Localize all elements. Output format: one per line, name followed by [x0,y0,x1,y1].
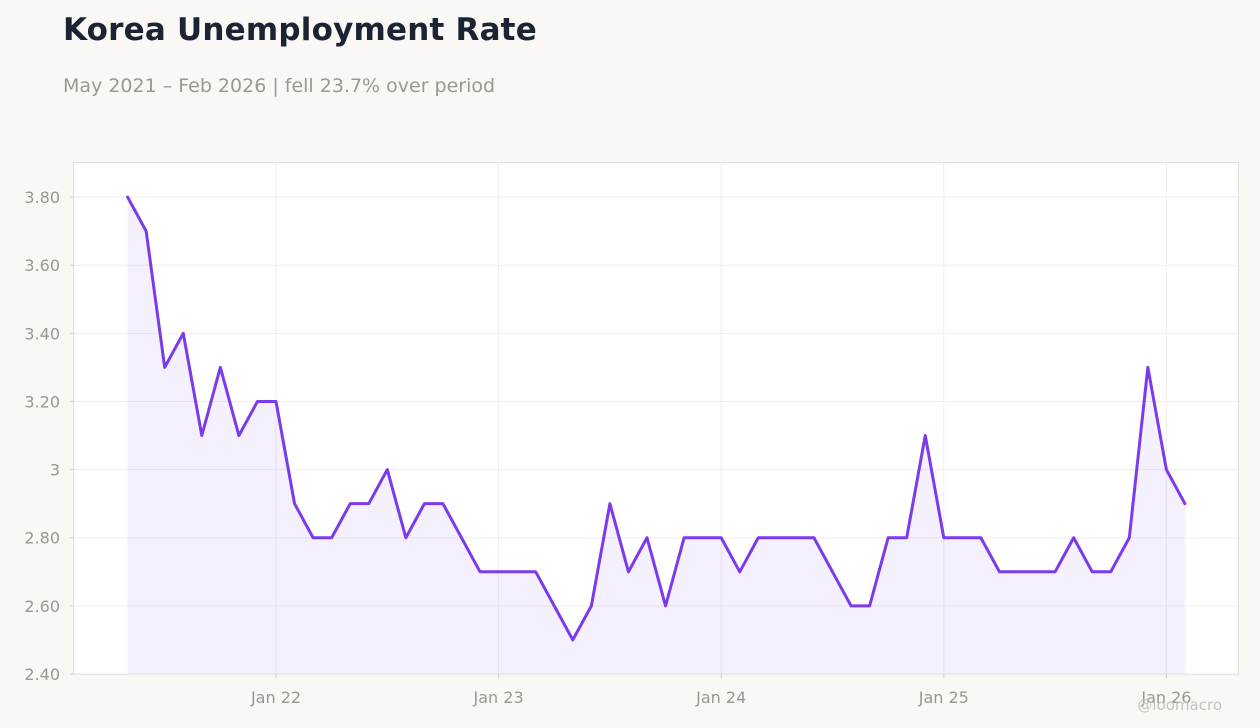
y-tick-label: 2.40 [24,665,60,684]
area-fill-group [127,197,1185,674]
y-tick-label: 3.40 [24,324,60,343]
x-tick-label: Jan 22 [250,688,301,707]
x-axis-ticks: Jan 22 Jan 23 Jan 24 Jan 25 Jan 26 [250,674,1191,707]
y-tick-label: 3 [50,461,60,480]
chart-title: Korea Unemployment Rate [63,12,537,48]
x-tick-label: Jan 23 [473,688,524,707]
chart-subtitle: May 2021 – Feb 2026 | fell 23.7% over pe… [63,75,496,97]
y-tick-label: 3.60 [24,256,60,275]
grid-lines [74,163,1238,675]
watermark: @loomacro [1137,696,1222,714]
x-tick-label: Jan 25 [918,688,969,707]
area-fill [127,197,1185,674]
series-line [126,195,1187,642]
y-tick-label: 2.80 [24,529,60,548]
plot-background [73,162,1239,675]
y-tick-label: 3.80 [24,188,60,207]
x-tick-label: Jan 24 [695,688,746,707]
y-tick-label: 2.60 [24,597,60,616]
y-axis-ticks: 2.40 2.60 2.80 3 3.20 3.40 3.60 3.80 [24,188,74,684]
x-tick-label: Jan 26 [1140,688,1191,707]
y-tick-label: 3.20 [24,392,60,411]
series-line-group [126,195,1187,642]
